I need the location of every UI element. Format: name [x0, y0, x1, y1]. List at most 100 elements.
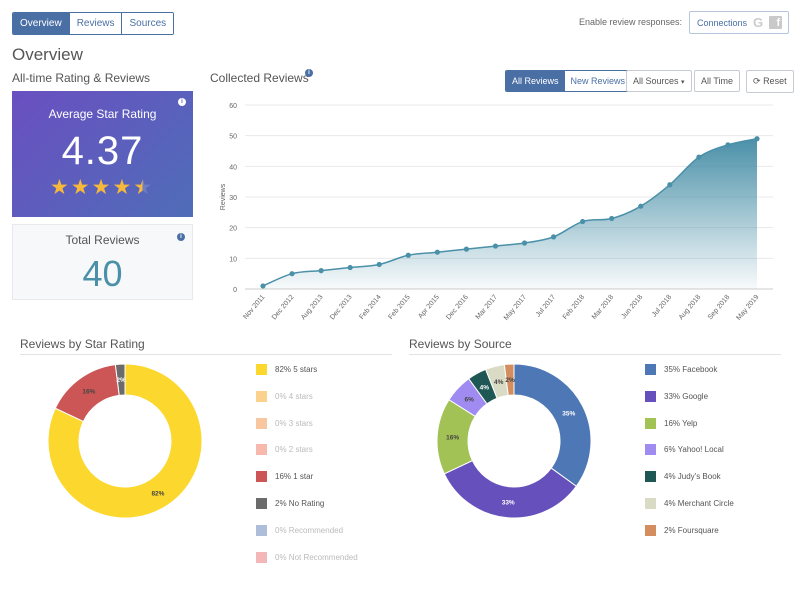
legend-swatch	[645, 390, 656, 402]
view-tabs: Overview Reviews Sources	[12, 12, 175, 35]
x-tick-label: May 2019	[735, 294, 760, 322]
legend-item[interactable]: 4% Judy's Book	[645, 471, 721, 483]
tab-overview[interactable]: Overview	[13, 13, 69, 34]
x-tick-label: Dec 2013	[329, 294, 354, 322]
legend-item[interactable]: 2% Foursquare	[645, 524, 719, 536]
x-tick-label: Apr 2015	[417, 294, 441, 320]
total-reviews-value: 40	[82, 253, 123, 294]
legend-item[interactable]: 16% 1 star	[256, 471, 314, 483]
y-tick-label: 30	[229, 195, 237, 202]
legend-label: 82% 5 stars	[275, 365, 318, 374]
tab-reviews[interactable]: Reviews	[68, 13, 122, 34]
legend-label: 0% 4 stars	[275, 391, 313, 401]
x-tick-label: Nov 2011	[242, 294, 266, 321]
legend-swatch	[256, 364, 267, 375]
data-point	[638, 203, 644, 209]
reset-button[interactable]: ⟳ Reset	[746, 70, 794, 93]
slice-label: 2%	[116, 377, 126, 384]
all-sources-dropdown[interactable]: All Sources ▾	[626, 70, 692, 92]
legend-swatch	[256, 417, 267, 429]
donut-slice	[443, 459, 577, 519]
slice-label: 4%	[480, 385, 490, 392]
star-rating: ★ ★ ★ ★ ★	[50, 177, 152, 199]
donut-slice	[513, 363, 592, 487]
google-icon: G	[753, 15, 764, 30]
data-point	[376, 261, 382, 268]
data-point	[463, 246, 470, 252]
legend-swatch	[645, 417, 656, 429]
star-icon: ★	[91, 176, 111, 199]
y-tick-label: 10	[229, 256, 237, 263]
reset-icon: ⟳	[753, 76, 761, 86]
x-tick-label: Jul 2018	[651, 294, 673, 319]
legend-label: 4% Merchant Circle	[664, 499, 734, 508]
legend-item[interactable]: 33% Google	[645, 390, 708, 402]
legend-item[interactable]: 0% 2 stars	[256, 444, 313, 456]
legend-item[interactable]: 6% Yahoo! Local	[645, 444, 724, 456]
tab-sources[interactable]: Sources	[121, 13, 174, 34]
legend-item[interactable]: 82% 5 stars	[256, 364, 317, 375]
legend-swatch	[256, 498, 267, 509]
reviews-area	[263, 138, 757, 289]
data-point	[347, 264, 353, 271]
connections-button[interactable]: Connections G f	[689, 11, 789, 34]
star-icon: ★	[112, 176, 132, 199]
alltime-heading: All-time Rating & Reviews	[12, 71, 151, 85]
enable-responses-label: Enable review responses:	[578, 17, 682, 27]
slice-label: 2%	[505, 377, 515, 384]
all-reviews-button[interactable]: All Reviews	[506, 71, 565, 91]
x-tick-label: Jun 2018	[620, 294, 644, 321]
data-point	[289, 271, 295, 277]
x-tick-label: Aug 2018	[678, 294, 703, 322]
x-tick-label: Dec 2016	[445, 294, 470, 322]
slice-label: 16%	[82, 389, 95, 396]
star-rating-section-title: Reviews by Star Rating	[20, 337, 145, 351]
legend-swatch	[256, 471, 267, 483]
data-point	[318, 268, 324, 274]
data-point	[696, 154, 702, 160]
x-tick-label: May 2017	[503, 294, 528, 322]
legend-item[interactable]: 16% Yelp	[645, 417, 697, 429]
page-title: Overview	[12, 45, 83, 64]
legend-label: 0% 2 stars	[275, 445, 313, 455]
connections-label: Connections	[697, 17, 748, 28]
donut-slice	[503, 363, 515, 396]
slice-label: 82%	[151, 490, 164, 497]
legend-item[interactable]: 2% No Rating	[256, 498, 324, 509]
data-point	[550, 234, 557, 240]
average-rating-title: Average Star Rating	[48, 107, 157, 121]
info-icon[interactable]: i	[305, 69, 313, 77]
data-point	[260, 283, 266, 289]
average-rating-value: 4.37	[61, 129, 144, 173]
data-point	[405, 252, 411, 258]
data-point	[725, 142, 731, 148]
legend-swatch	[645, 444, 656, 456]
legend-item[interactable]: 0% 4 stars	[256, 390, 313, 402]
y-tick-label: 20	[229, 226, 237, 233]
data-point	[754, 136, 760, 142]
review-type-toggle: All Reviews New Reviews	[505, 70, 633, 92]
info-icon[interactable]: i	[178, 98, 186, 106]
y-tick-label: 50	[229, 134, 237, 141]
legend-swatch	[256, 524, 267, 536]
info-icon[interactable]: i	[177, 233, 185, 241]
slice-label: 6%	[464, 396, 474, 403]
all-sources-label: All Sources	[633, 76, 679, 86]
legend-item[interactable]: 0% 3 stars	[256, 417, 313, 429]
legend-item[interactable]: 35% Facebook	[645, 364, 717, 375]
legend-label: 16% 1 star	[275, 472, 314, 482]
legend-item[interactable]: 0% Not Recommended	[256, 551, 358, 563]
collected-reviews-title: Collected Reviews	[210, 71, 309, 85]
legend-item[interactable]: 4% Merchant Circle	[645, 498, 734, 509]
all-time-button[interactable]: All Time	[694, 70, 741, 92]
x-tick-label: Mar 2017	[475, 294, 499, 321]
star-rating-donut: 82% 16% 2%	[47, 363, 203, 519]
y-tick-label: 40	[229, 164, 237, 171]
legend-item[interactable]: 0% Recommended	[256, 524, 343, 536]
new-reviews-button[interactable]: New Reviews	[564, 71, 632, 91]
slice-label: 33%	[502, 500, 515, 507]
legend-swatch	[645, 524, 656, 536]
source-donut: 35%33%16%6%4%4% 2%	[436, 363, 592, 519]
data-point	[667, 182, 673, 188]
